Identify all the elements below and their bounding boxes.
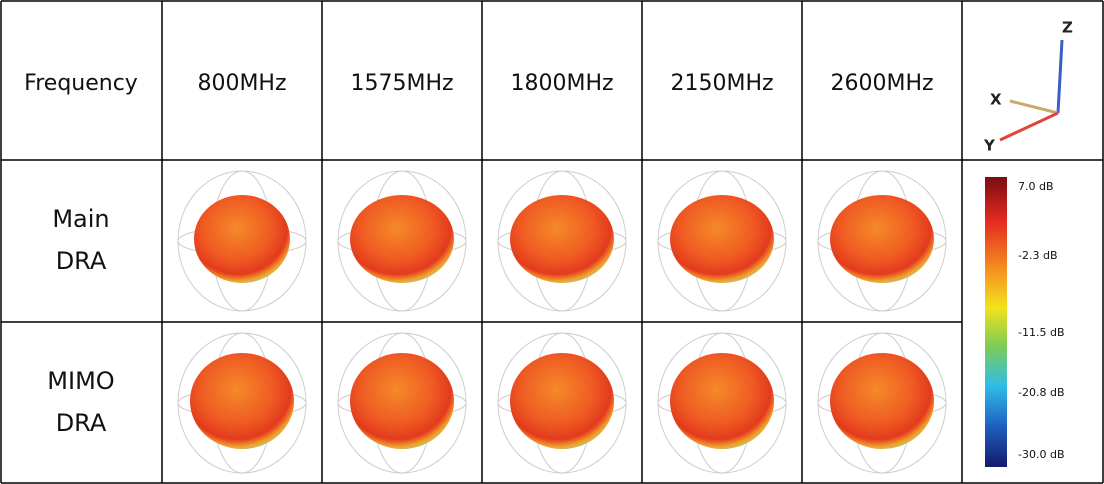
row-label: DRA: [56, 247, 107, 275]
radiation-pattern: [350, 353, 454, 449]
legend-label: -20.8 dB: [1018, 386, 1065, 399]
row-label: MIMO: [47, 367, 114, 395]
radiation-pattern: [830, 353, 934, 449]
radiation-pattern: [190, 353, 294, 449]
axis-y: Y: [983, 137, 996, 155]
axis-icon: Z X Y: [983, 19, 1073, 155]
radiation-pattern: [670, 195, 774, 283]
row-label: DRA: [56, 409, 107, 437]
color-scale: [985, 177, 1007, 467]
radiation-pattern: [350, 195, 454, 283]
radiation-pattern: [194, 195, 290, 283]
legend-label: -30.0 dB: [1018, 448, 1065, 461]
header-cell: Frequency: [24, 71, 138, 96]
header-cell: 2150MHz: [670, 71, 773, 96]
legend-label: -2.3 dB: [1018, 249, 1058, 262]
legend-label: 7.0 dB: [1018, 180, 1054, 193]
row-label: Main: [52, 205, 109, 233]
radiation-pattern: [510, 195, 614, 283]
header-cell: 1800MHz: [510, 71, 613, 96]
radiation-pattern: [510, 353, 614, 449]
legend-label: -11.5 dB: [1018, 326, 1065, 339]
radiation-pattern: [830, 195, 934, 283]
axis-x: X: [990, 91, 1002, 109]
header-cell: 1575MHz: [350, 71, 453, 96]
header-cell: 800MHz: [197, 71, 286, 96]
radiation-pattern: [670, 353, 774, 449]
header-cell: 2600MHz: [830, 71, 933, 96]
axis-z: Z: [1062, 19, 1073, 37]
